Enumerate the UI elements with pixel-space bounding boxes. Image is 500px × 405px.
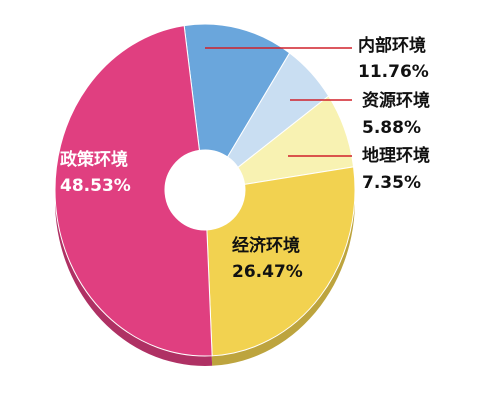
value-label: 26.47% (232, 262, 303, 282)
leader-lines (205, 47, 352, 157)
donut (54, 23, 356, 366)
slice-label: 地理环境 (362, 145, 430, 166)
value-label: 11.76% (358, 62, 429, 82)
value-label: 48.53% (60, 176, 131, 196)
slice-label: 经济环境 (232, 235, 300, 256)
donut-hole (165, 150, 245, 230)
slice-label: 资源环境 (362, 90, 430, 111)
slice-label: 内部环境 (358, 35, 426, 56)
slice (54, 25, 213, 357)
value-label: 5.88% (362, 118, 421, 138)
value-label: 7.35% (362, 173, 421, 193)
slice-label: 政策环境 (60, 149, 128, 170)
